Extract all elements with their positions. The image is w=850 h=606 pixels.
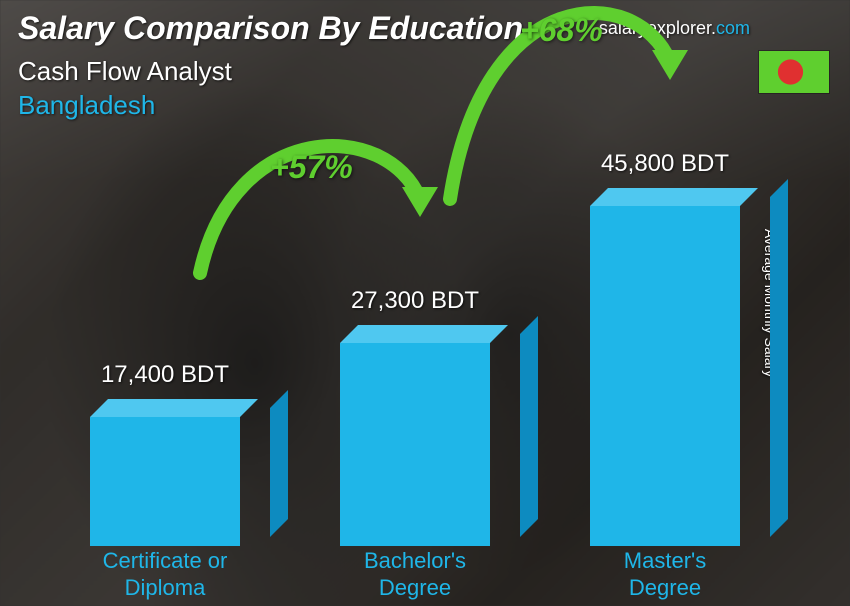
watermark-suffix: com: [716, 18, 750, 38]
job-title: Cash Flow Analyst: [18, 56, 232, 87]
bar-label: Master's Degree: [575, 548, 755, 601]
bar-label: Certificate or Diploma: [75, 548, 255, 601]
increase-percent: +68%: [520, 12, 603, 49]
bar-label: Bachelor's Degree: [325, 548, 505, 601]
main-title: Salary Comparison By Education: [18, 10, 523, 47]
increase-arrow: [60, 120, 790, 460]
flag-icon: [758, 50, 830, 94]
country-name: Bangladesh: [18, 90, 155, 121]
flag-circle: [778, 59, 803, 84]
bar-chart: 17,400 BDTCertificate or Diploma27,300 B…: [60, 120, 790, 546]
content-layer: Salary Comparison By Education Cash Flow…: [0, 0, 850, 606]
